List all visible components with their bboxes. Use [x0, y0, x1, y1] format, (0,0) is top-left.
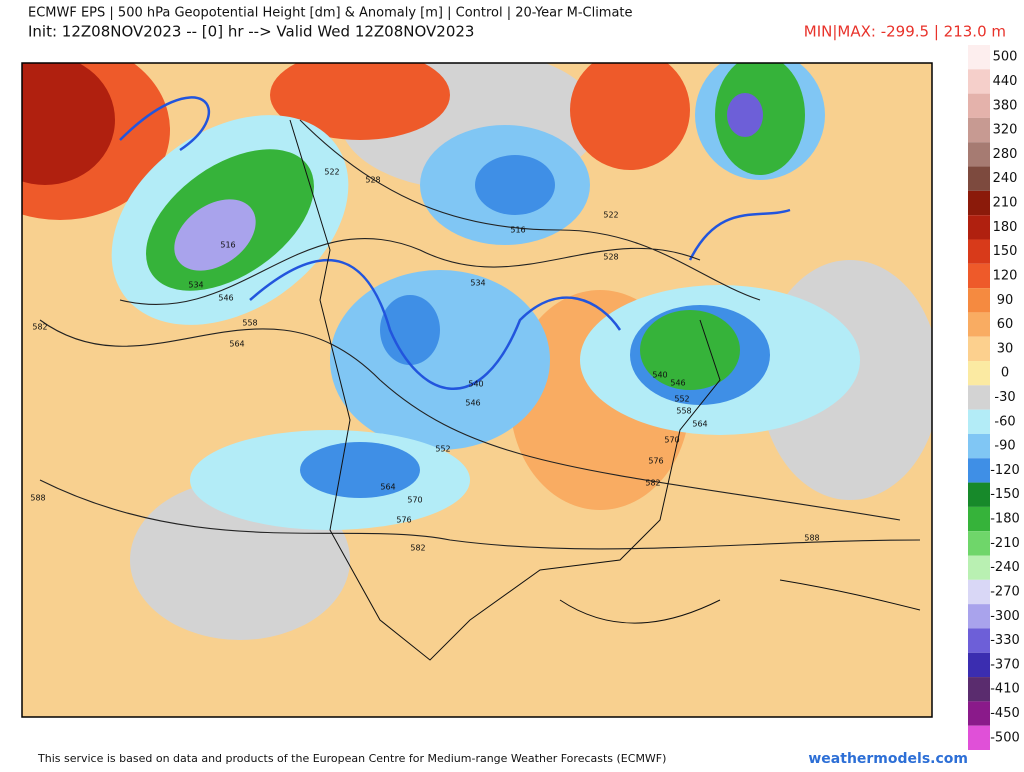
contour-label: 570 — [664, 436, 679, 445]
contour-label: 522 — [324, 168, 339, 177]
colorbar-label: 0 — [1001, 366, 1009, 381]
contour-label: 528 — [603, 253, 618, 262]
colorbar-swatch — [968, 579, 990, 605]
contour-label: 546 — [218, 294, 233, 303]
colorbar-swatch — [968, 166, 990, 191]
colorbar-swatch — [968, 482, 990, 507]
colorbar-label: -210 — [990, 536, 1020, 551]
colorbar-label: -410 — [990, 682, 1020, 697]
colorbar-label: -180 — [990, 512, 1020, 527]
colorbar: 500 440 380 320 280 240 210 180 150 120 90 60 30 0 -30… — [968, 45, 1020, 750]
colorbar-label: -240 — [990, 560, 1020, 575]
colorbar-swatch — [968, 628, 990, 653]
contour-label: 582 — [410, 544, 425, 553]
contour-label: 564 — [692, 420, 707, 429]
contour-label: 558 — [676, 407, 691, 416]
colorbar-label: -150 — [990, 487, 1020, 502]
colorbar-swatch — [968, 385, 990, 410]
colorbar-swatch — [968, 506, 990, 532]
contour-label: 558 — [242, 319, 257, 328]
contour-label: 588 — [30, 494, 45, 503]
title: ECMWF EPS | 500 hPa Geopotential Height … — [28, 6, 633, 21]
contour-label: 564 — [229, 340, 244, 349]
colorbar-label: 320 — [993, 123, 1018, 138]
contour-label: 570 — [407, 496, 422, 505]
contour-labels: 5225165345465585645825885285165225285345… — [30, 168, 819, 553]
colorbar-swatch — [968, 555, 990, 580]
subtitle: Init: 12Z08NOV2023 -- [0] hr --> Valid W… — [28, 23, 474, 41]
contour-label: 582 — [32, 323, 47, 332]
colorbar-label: 280 — [993, 147, 1018, 162]
colorbar-swatch — [968, 458, 990, 483]
contour-label: 546 — [465, 399, 480, 408]
colorbar-label: -330 — [990, 633, 1020, 648]
colorbar-label: -60 — [994, 414, 1015, 429]
site-link[interactable]: weathermodels.com — [808, 751, 968, 767]
contour-label: 516 — [220, 241, 235, 250]
contour-label: 576 — [648, 457, 663, 466]
colorbar-label: 380 — [993, 98, 1018, 113]
contour-label: 540 — [468, 380, 483, 389]
credit: This service is based on data and produc… — [37, 752, 666, 765]
contour-label: 516 — [510, 226, 525, 235]
colorbar-label: -500 — [990, 730, 1020, 745]
colorbar-label: -370 — [990, 657, 1020, 672]
min-max: MIN|MAX: -299.5 | 213.0 m — [804, 23, 1006, 41]
contour-label: 534 — [470, 279, 485, 288]
colorbar-swatch — [968, 69, 990, 94]
colorbar-label: -30 — [994, 390, 1015, 405]
colorbar-swatch — [968, 45, 990, 70]
colorbar-label: 120 — [993, 268, 1018, 283]
colorbar-label: -450 — [990, 706, 1020, 721]
map-frame — [21, 62, 933, 718]
contour-label: 564 — [380, 483, 395, 492]
colorbar-label: 180 — [993, 220, 1018, 235]
colorbar-swatch — [968, 215, 990, 240]
colorbar-label: -300 — [990, 609, 1020, 624]
colorbar-swatch — [968, 433, 990, 459]
map — [22, 63, 932, 717]
contour-label: 546 — [670, 379, 685, 388]
colorbar-swatch — [968, 142, 990, 167]
colorbar-swatch — [968, 190, 990, 216]
contour-label: 528 — [365, 176, 380, 185]
contour-label: 588 — [804, 534, 819, 543]
colorbar-swatch — [968, 239, 990, 264]
colorbar-label: 90 — [997, 293, 1014, 308]
contour-label: 576 — [396, 516, 411, 525]
colorbar-swatch — [968, 531, 990, 556]
colorbar-swatch — [968, 288, 990, 313]
colorbar-label: 210 — [993, 196, 1018, 211]
colorbar-label: -120 — [990, 463, 1020, 478]
colorbar-swatch — [968, 725, 990, 750]
colorbar-swatch — [968, 652, 990, 678]
colorbar-swatch — [968, 312, 990, 337]
contour-label: 552 — [674, 395, 689, 404]
colorbar-swatch — [968, 263, 990, 289]
contour-label: 534 — [188, 281, 203, 290]
colorbar-swatch — [968, 677, 990, 702]
contour-label: 540 — [652, 371, 667, 380]
colorbar-label: -90 — [994, 439, 1015, 454]
colorbar-label: -270 — [990, 584, 1020, 599]
colorbar-swatch — [968, 336, 990, 362]
colorbar-swatch — [968, 409, 990, 434]
colorbar-swatch — [968, 93, 990, 118]
colorbar-swatch — [968, 604, 990, 629]
colorbar-swatch — [968, 117, 990, 143]
colorbar-label: 150 — [993, 244, 1018, 259]
colorbar-label: 30 — [997, 341, 1014, 356]
colorbar-swatch — [968, 361, 990, 386]
contour-label: 582 — [645, 479, 660, 488]
contour-label: 522 — [603, 211, 618, 220]
colorbar-swatch — [968, 701, 990, 726]
colorbar-label: 60 — [997, 317, 1014, 332]
colorbar-label: 500 — [993, 50, 1018, 65]
colorbar-label: 440 — [993, 74, 1018, 89]
colorbar-label: 240 — [993, 171, 1018, 186]
contour-label: 552 — [435, 445, 450, 454]
